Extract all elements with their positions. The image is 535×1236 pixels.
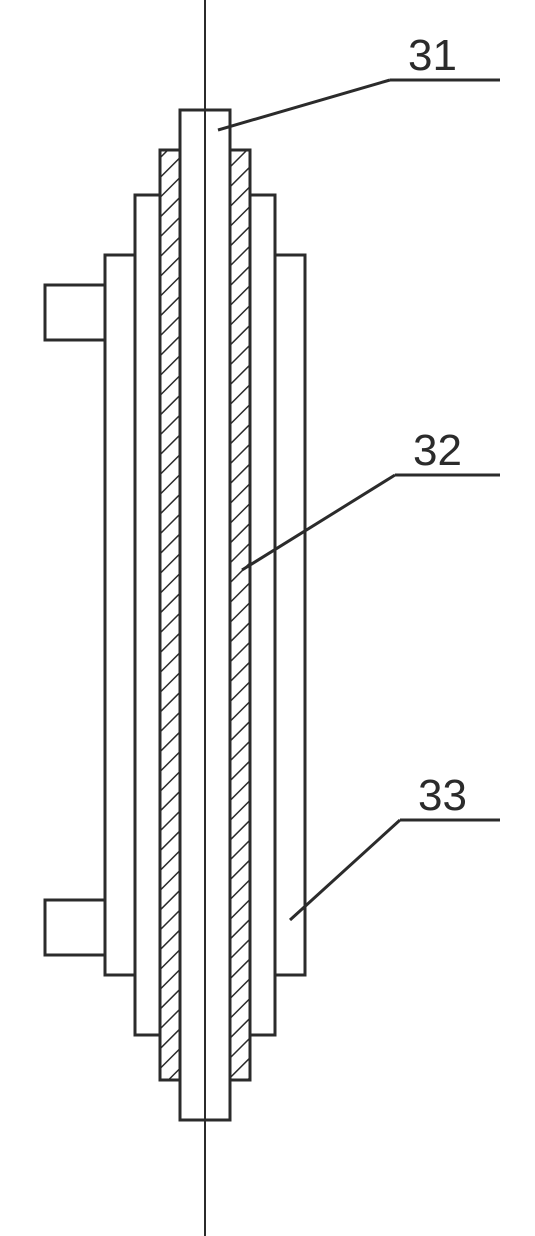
leader-31-diag (218, 80, 390, 130)
label-33: 33 (418, 771, 467, 820)
hatched-sleeve-right (230, 150, 250, 1080)
label-32: 32 (413, 426, 462, 475)
label-31: 31 (408, 31, 457, 80)
side-port-top (45, 285, 109, 340)
hatched-sleeve-left (160, 150, 180, 1080)
side-port-bottom (45, 900, 109, 955)
section-drawing: 31 32 33 (0, 0, 535, 1236)
